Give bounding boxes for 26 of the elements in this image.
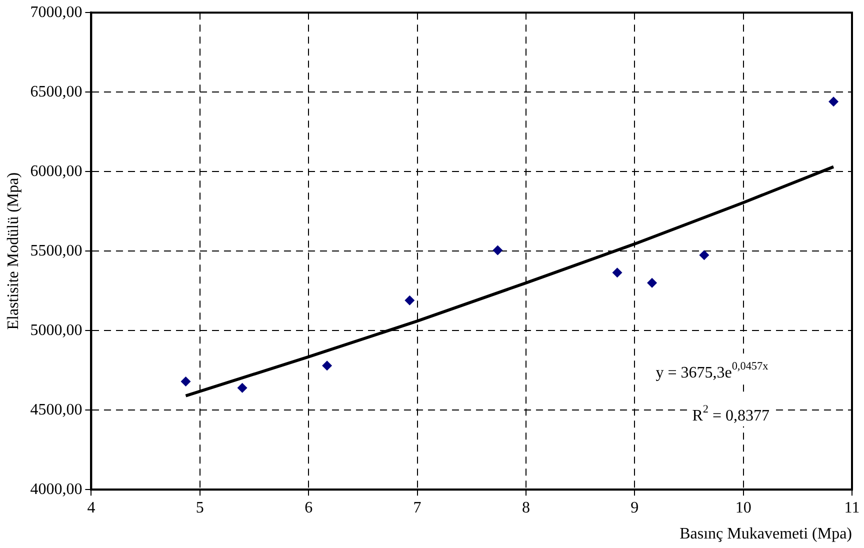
point <box>612 268 622 278</box>
x-tick-label: 10 <box>735 499 752 516</box>
x-tick-label: 8 <box>522 499 530 516</box>
point <box>647 278 658 288</box>
x-axis-title: Basınç Mukavemeti (Mpa) <box>680 526 852 543</box>
y-tick-label: 4000,00 <box>30 480 82 498</box>
point <box>180 376 191 386</box>
point <box>237 382 248 393</box>
point <box>828 96 839 107</box>
y-tick-label: 5000,00 <box>30 322 82 339</box>
x-tick-label: 11 <box>844 499 860 516</box>
y-tick-label: 6500,00 <box>30 83 82 100</box>
y-tick-label: 6000,00 <box>30 162 82 180</box>
y-tick-label: 4500,00 <box>30 401 82 418</box>
x-tick-label: 9 <box>630 499 639 516</box>
point <box>492 245 503 256</box>
point <box>404 295 415 306</box>
y-tick-label: 5500,00 <box>30 242 82 260</box>
x-tick-label: 6 <box>304 499 313 516</box>
x-tick-label: 5 <box>196 499 204 516</box>
y-tick-label: 7000,00 <box>30 4 82 21</box>
point <box>322 360 332 371</box>
y-axis-title: Elastisite Modülü (Mpa) <box>4 172 22 330</box>
point <box>699 250 710 260</box>
x-tick-label: 7 <box>413 499 422 516</box>
x-tick-label: 4 <box>87 499 96 516</box>
